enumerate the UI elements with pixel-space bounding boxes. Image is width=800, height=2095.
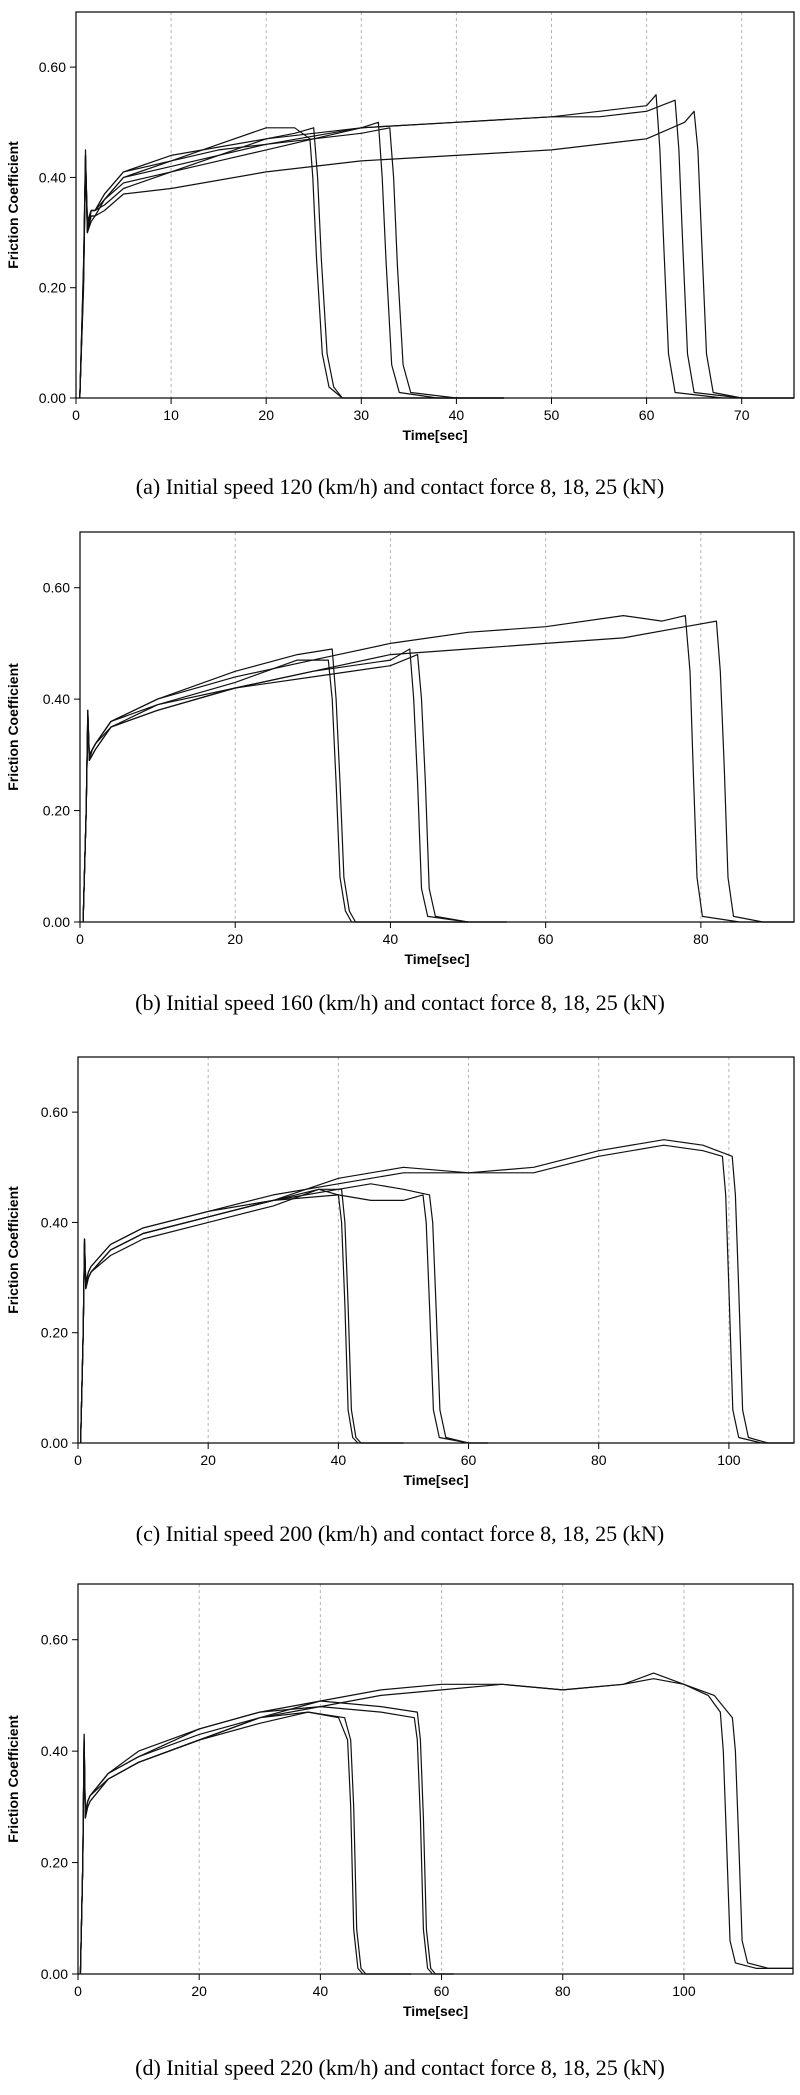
- x-tick-label: 60: [639, 407, 655, 423]
- caption-b: (b) Initial speed 160 (km/h) and contact…: [135, 990, 665, 1015]
- series-line-d-5: [79, 1678, 793, 1975]
- caption-a: (a) Initial speed 120 (km/h) and contact…: [135, 474, 665, 499]
- series-line-d-1: [79, 1711, 412, 1975]
- series-line-b-1: [82, 659, 468, 923]
- series-line-d-6: [79, 1672, 793, 1975]
- x-tick-label: 60: [538, 931, 554, 947]
- y-tick-label: 0.00: [43, 914, 70, 930]
- chart-panel-c: 0 20 40 60 80 100 0.00 0.20 0.40 0.60 Time[sec] Fri…: [0, 1043, 800, 1546]
- series-line-c-5: [80, 1144, 794, 1444]
- series-line-a-7: [79, 110, 794, 399]
- line-chart-d: 0 20 40 60 80 100 0.00 0.20 0.40 0.60 Time[sec] Fri…: [5, 1583, 794, 2019]
- x-tick-label: 0: [74, 1452, 82, 1468]
- chart-panel-d: 0 20 40 60 80 100 0.00 0.20 0.40 0.60 Time[sec] Fri…: [0, 1572, 800, 2080]
- series-line-c-6: [80, 1139, 794, 1444]
- y-tick-label: 0.60: [41, 1104, 68, 1120]
- x-tick-label: 70: [734, 407, 750, 423]
- x-tick-label: 40: [331, 1452, 347, 1468]
- series-line-c-1: [80, 1188, 404, 1444]
- x-tick-label: 60: [461, 1452, 477, 1468]
- chart-panel-a: 0 10 20 30 40 50 60 70 0.00 0.20 0.40 0.60 Time[sec]…: [0, 0, 800, 499]
- series-line-c-3: [80, 1194, 489, 1444]
- x-tick-label: 40: [383, 931, 399, 947]
- x-tick-label: 80: [693, 931, 709, 947]
- chart-panel-b: 0 20 40 60 80 0.00 0.20 0.40 0.60 Time[sec] Fricti…: [0, 520, 800, 1015]
- y-axis-label: Friction Coefficient: [5, 1715, 21, 1843]
- series-line-b-4: [82, 654, 507, 923]
- y-tick-label: 0.00: [41, 1966, 68, 1982]
- caption-c: (c) Initial speed 200 (km/h) and contact…: [135, 1521, 665, 1546]
- line-chart-b: 0 20 40 60 80 0.00 0.20 0.40 0.60 Time[sec] Fricti…: [5, 531, 795, 967]
- x-axis-label: Time[sec]: [404, 951, 469, 967]
- series-line-d-2: [79, 1711, 412, 1975]
- series-line-b-3: [82, 648, 507, 923]
- y-axis-label: Friction Coefficient: [5, 663, 21, 791]
- series-line-a-6: [79, 99, 794, 399]
- x-axis-label: Time[sec]: [402, 427, 467, 443]
- y-tick-label: 0.60: [39, 59, 66, 75]
- x-tick-label: 100: [672, 1983, 696, 1999]
- series-line-b-5: [82, 614, 794, 923]
- y-tick-label: 0.40: [41, 1743, 68, 1759]
- series-line-b-6: [82, 620, 794, 923]
- series-line-c-2: [80, 1188, 404, 1444]
- x-tick-label: 20: [258, 407, 274, 423]
- plot-frame-d: [77, 1583, 794, 1975]
- x-tick-label: 10: [163, 407, 179, 423]
- y-tick-label: 0.60: [43, 580, 70, 596]
- x-tick-label: 80: [555, 1983, 571, 1999]
- x-tick-label: 30: [354, 407, 370, 423]
- y-tick-label: 0.40: [43, 691, 70, 707]
- x-tick-label: 20: [191, 1983, 207, 1999]
- y-tick-label: 0.40: [39, 169, 66, 185]
- plot-frame-c: [77, 1056, 795, 1444]
- y-axis-label: Friction Coefficient: [5, 1186, 21, 1314]
- series-line-d-4: [79, 1700, 454, 1975]
- line-chart-a: 0 10 20 30 40 50 60 70 0.00 0.20 0.40 0.60 Time[sec]…: [5, 11, 795, 443]
- series-line-d-3: [79, 1706, 454, 1975]
- x-tick-label: 80: [591, 1452, 607, 1468]
- series-line-a-3: [79, 121, 504, 399]
- x-tick-label: 0: [76, 931, 84, 947]
- y-tick-label: 0.20: [41, 1855, 68, 1871]
- x-tick-label: 0: [72, 407, 80, 423]
- y-tick-label: 0.00: [39, 390, 66, 406]
- series-line-b-2: [82, 648, 468, 923]
- y-tick-label: 0.20: [43, 803, 70, 819]
- x-tick-label: 40: [449, 407, 465, 423]
- x-tick-label: 60: [434, 1983, 450, 1999]
- x-axis-label: Time[sec]: [403, 2003, 468, 2019]
- caption-d: (d) Initial speed 220 (km/h) and contact…: [135, 2055, 665, 2080]
- line-chart-c: 0 20 40 60 80 100 0.00 0.20 0.40 0.60 Time[sec] Fri…: [5, 1056, 795, 1488]
- series-line-a-4: [79, 127, 504, 399]
- y-tick-label: 0.00: [41, 1435, 68, 1451]
- y-tick-label: 0.20: [39, 280, 66, 296]
- x-axis-label: Time[sec]: [403, 1472, 468, 1488]
- y-tick-label: 0.20: [41, 1325, 68, 1341]
- x-tick-label: 100: [717, 1452, 741, 1468]
- x-tick-label: 0: [74, 1983, 82, 1999]
- series-line-c-4: [80, 1183, 489, 1444]
- x-tick-label: 40: [313, 1983, 329, 1999]
- x-tick-label: 20: [200, 1452, 216, 1468]
- y-tick-label: 0.60: [41, 1632, 68, 1648]
- y-axis-label: Friction Coefficient: [5, 141, 21, 269]
- plot-frame-b: [79, 531, 795, 923]
- x-tick-label: 20: [227, 931, 243, 947]
- y-tick-label: 0.40: [41, 1214, 68, 1230]
- x-tick-label: 50: [544, 407, 560, 423]
